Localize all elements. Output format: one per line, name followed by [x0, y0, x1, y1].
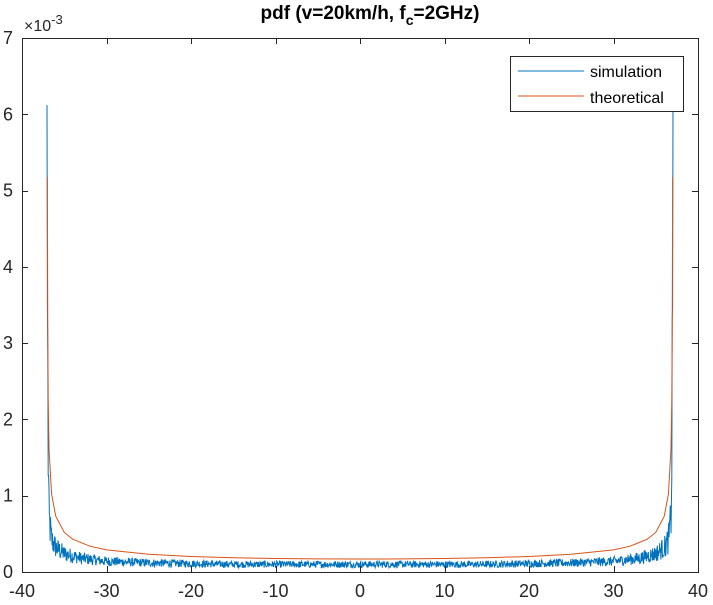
y-tick-label: 7: [3, 28, 13, 48]
axes-box: [22, 38, 699, 573]
y-tick-label: 5: [3, 181, 13, 201]
y-tick-label: 3: [3, 333, 13, 353]
x-tick-label: 40: [688, 581, 708, 601]
chart-title: pdf (v=20km/h, fc=2GHz): [261, 3, 480, 28]
y-tick-label: 2: [3, 409, 13, 429]
x-tick-label: -10: [262, 581, 288, 601]
x-tick-label: -20: [178, 581, 204, 601]
legend-label-theoretical: theoretical: [590, 90, 664, 107]
x-tick-label: 20: [519, 581, 539, 601]
x-tick-label: 10: [434, 581, 454, 601]
legend-box: [510, 56, 684, 112]
legend-label-simulation: simulation: [590, 64, 662, 81]
axis-tick-labels: -40 -30 -20 -10 0 10 20 30 40 0 1 2 3 4 5 6 7: [3, 28, 708, 601]
x-tick-label: 30: [603, 581, 623, 601]
y-tick-label: 4: [3, 257, 13, 277]
legend: simulation theoretical: [510, 56, 684, 112]
chart-title-main: pdf (v=20km/h, f: [261, 3, 407, 24]
x-tick-label: -40: [9, 581, 35, 601]
x-tick-label: 0: [355, 581, 365, 601]
y-axis-exponent: ×10-3: [24, 12, 63, 35]
y-tick-label: 0: [3, 562, 13, 582]
x-tick-label: -30: [93, 581, 119, 601]
series-line-theoretical: [46, 176, 674, 560]
y-tick-label: 1: [3, 486, 13, 506]
y-axis-exponent-base: ×10: [24, 18, 51, 35]
chart-title-tail: =2GHz): [413, 3, 479, 24]
y-tick-label: 6: [3, 104, 13, 124]
y-axis-exponent-power: -3: [51, 12, 63, 27]
chart-title-subscript: c: [406, 12, 414, 28]
